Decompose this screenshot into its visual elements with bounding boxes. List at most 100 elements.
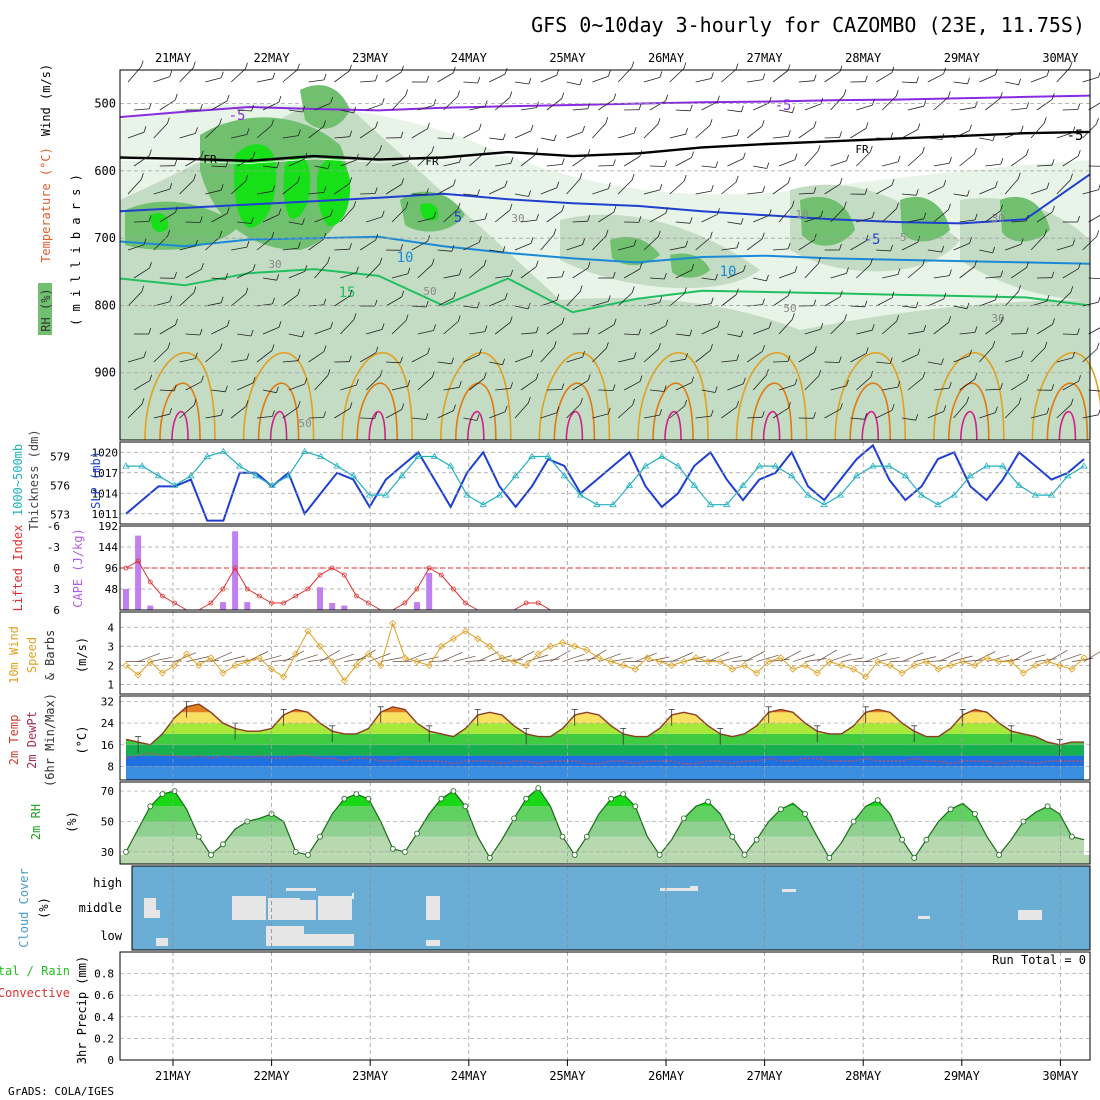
wind-barb-flag xyxy=(405,89,408,96)
wind-barb xyxy=(417,264,433,279)
wind-barb-flag xyxy=(741,105,744,112)
wind-barb-flag xyxy=(843,89,847,96)
rh2m-marker xyxy=(802,811,808,817)
wind-barb-flag xyxy=(252,151,256,158)
footer-credit: GrADS: COLA/IGES xyxy=(8,1085,114,1098)
wind-barb-flag xyxy=(174,272,177,279)
wind-barb xyxy=(598,165,614,167)
wind-barb xyxy=(256,350,273,363)
wind-barb xyxy=(365,375,381,391)
wind-barb xyxy=(282,181,298,195)
wind-barb xyxy=(1056,179,1071,195)
wind-barb xyxy=(514,305,529,310)
wind-barb xyxy=(598,211,615,223)
wind-barb xyxy=(1062,109,1078,111)
wind-barb-flag xyxy=(685,353,688,360)
wind-barb-flag xyxy=(1017,172,1021,179)
wind-barb xyxy=(804,103,821,111)
wind-barb xyxy=(469,152,485,167)
wind-barb xyxy=(520,266,537,279)
wind-barb-flag xyxy=(714,386,718,393)
wind-barb-flag xyxy=(323,73,327,81)
wind-barb-flag xyxy=(1026,214,1029,222)
temp2m-band xyxy=(126,755,1084,767)
li-ytick: -3 xyxy=(47,541,60,554)
wind-barb-flag xyxy=(1018,397,1022,404)
wind-barb xyxy=(778,109,793,114)
wind-barb xyxy=(205,77,222,83)
wind-barb xyxy=(592,123,607,139)
wind-barb xyxy=(933,321,949,335)
wind-barb-flag xyxy=(167,229,171,237)
wind-barb-flag xyxy=(839,177,843,185)
rh2m-marker xyxy=(620,791,627,797)
wind-barb xyxy=(282,69,298,83)
wind-barb-flag xyxy=(484,325,488,332)
wind-barb-flag xyxy=(947,91,951,98)
wind-barb xyxy=(211,165,226,168)
wind-barb-flag xyxy=(457,90,461,97)
wind-barb xyxy=(179,292,195,307)
wind-barb xyxy=(907,377,924,391)
cloud-block xyxy=(326,934,354,946)
wind10m-marker xyxy=(510,658,518,666)
wind-barb-flag xyxy=(297,63,300,70)
wind-barb-flag xyxy=(710,409,714,417)
wind-barb-flag xyxy=(813,187,817,194)
wind-barb xyxy=(463,81,478,84)
wind-barb-flag xyxy=(689,104,693,111)
wind-barb xyxy=(643,348,659,363)
wind-barb xyxy=(159,324,176,335)
wind-barb xyxy=(437,137,453,140)
wind-barb-flag xyxy=(923,100,927,107)
wind-barb xyxy=(359,127,376,139)
wind10m-panel: 4 3 2 1 10m Wind Speed & Barbs (m/s) xyxy=(7,611,1100,695)
wind-barb xyxy=(127,357,145,363)
wind-barb xyxy=(385,361,401,364)
wind-barb xyxy=(675,221,691,224)
wind-barb xyxy=(798,126,815,139)
wind10m-barb xyxy=(877,656,900,662)
wind-barb-flag xyxy=(1077,215,1080,223)
cloud-cover-panel: high middle low Cloud Cover (%) xyxy=(17,865,1091,951)
wind-barb xyxy=(721,69,737,83)
wind10m-marker xyxy=(716,658,724,666)
wind-barb-flag xyxy=(890,244,893,252)
wind-barb-flag xyxy=(872,98,875,106)
cloud-block xyxy=(266,926,304,946)
thickness-marker xyxy=(203,452,211,459)
wind-barb xyxy=(695,190,712,195)
wind-barb-flag xyxy=(149,374,153,381)
cloud-block xyxy=(286,888,316,891)
wind-barb xyxy=(901,81,917,84)
wind-barb-flag xyxy=(685,240,688,247)
wind-barb-flag xyxy=(1051,271,1055,278)
wind10m-marker xyxy=(486,642,494,650)
wind-barb-flag xyxy=(379,257,383,264)
wind-barb-flag xyxy=(527,396,531,404)
wind-barb xyxy=(669,180,685,195)
wind-barb-flag xyxy=(659,183,663,191)
top-date-label: 28MAY xyxy=(845,51,882,65)
wind-barb xyxy=(417,105,434,111)
wind-barb xyxy=(747,79,763,83)
wind-barb xyxy=(205,236,221,251)
wind-barb xyxy=(1088,214,1100,223)
wind-barb xyxy=(850,305,865,308)
wind-barb-flag xyxy=(1072,126,1076,133)
wind-barb-flag xyxy=(974,213,978,221)
wind-barb xyxy=(391,273,409,279)
rh2m-marker xyxy=(414,830,420,837)
wind-barb-flag xyxy=(169,70,173,77)
wind-barb xyxy=(907,330,924,335)
wind-barb-flag xyxy=(476,414,480,421)
wind-barb-flag xyxy=(1069,61,1073,68)
wind-barb-flag xyxy=(167,117,170,124)
wind-barb-flag xyxy=(587,374,591,381)
wind-barb xyxy=(334,408,351,419)
wind10m-marker xyxy=(425,661,433,669)
cape-ytick: 144 xyxy=(98,541,118,554)
wind-barb-flag xyxy=(691,376,695,383)
wind-barb xyxy=(334,248,350,251)
wind-barb-flag xyxy=(995,293,998,301)
